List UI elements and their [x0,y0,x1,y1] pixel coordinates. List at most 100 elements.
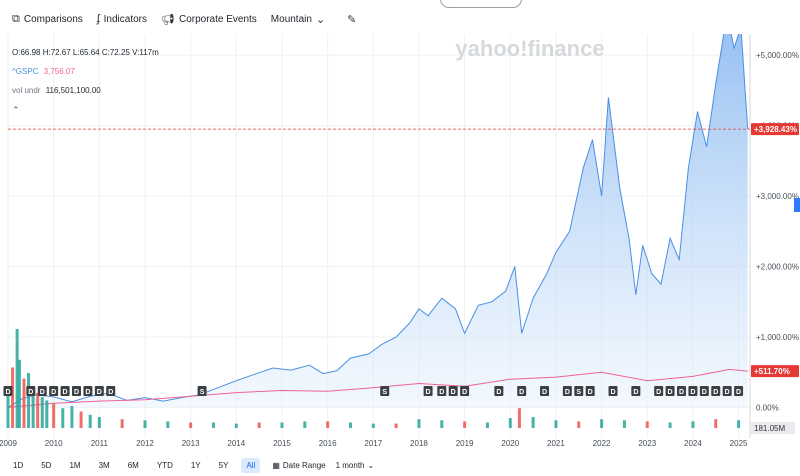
dividend-marker-label: D [74,389,79,396]
volume-bar [485,422,489,428]
dividend-marker[interactable] [562,386,572,396]
dividend-marker[interactable] [448,386,458,396]
dividend-marker[interactable] [631,386,641,396]
dividend-marker[interactable] [26,386,36,396]
volume-bar [394,423,398,428]
dividend-marker[interactable] [734,386,744,396]
volume-bar [211,422,215,428]
collapse-icon[interactable]: ⌃ [12,105,20,115]
x-tick-label: 2009 [0,439,17,448]
split-marker[interactable] [197,386,207,396]
range-button-6m[interactable]: 6M [127,460,139,470]
corporate-events-label: Corporate Events [178,13,257,25]
dividend-marker[interactable] [460,386,470,396]
dividend-marker[interactable] [654,386,664,396]
volume-bar [326,421,330,428]
dividend-marker[interactable] [494,386,504,396]
chart-type-dropdown[interactable]: Mountain ⌄ [271,13,325,26]
comparisons-button[interactable]: ⧉ Comparisons [12,13,83,26]
x-tick-label: 2021 [547,439,565,448]
x-tick-label: 2010 [45,439,63,448]
dividend-marker-label: D [5,389,10,396]
volume-value: 116,501,100.00 [45,86,101,95]
volume-bar [22,378,26,428]
x-tick-label: 2014 [227,439,245,448]
range-button-3m[interactable]: 3M [98,460,110,470]
dividend-marker[interactable] [71,386,81,396]
volume-bar [668,422,672,428]
volume-bar [622,420,626,428]
draw-button[interactable]: ✎ [347,13,356,26]
dividend-marker[interactable] [517,386,527,396]
chevron-down-icon: ⌄ [367,460,375,470]
dividend-marker[interactable] [83,386,93,396]
dividend-marker[interactable] [722,386,732,396]
side-panel-tab[interactable] [794,198,800,212]
dividend-marker[interactable] [540,386,550,396]
dividend-marker-label: D [542,389,547,396]
x-tick-label: 2016 [319,439,337,448]
chart-area[interactable]: 2009 2010 2011 2012 2013 2014 2015 2016 2017 2018… [0,12,800,454]
range-buttons: 1D 5D 1M 3M 6M YTD 1Y 5Y All [0,457,261,473]
dividend-marker[interactable] [688,386,698,396]
top-pill[interactable] [440,0,522,8]
volume-bar [645,421,649,428]
dividend-marker[interactable] [437,386,447,396]
top-edge [0,0,800,8]
volume-badge: 181.05M [754,424,785,433]
split-marker[interactable] [380,386,390,396]
dividend-marker-label: D [496,389,501,396]
dividend-marker[interactable] [665,386,675,396]
dividend-marker[interactable] [3,386,13,396]
dividend-marker-label: D [668,389,673,396]
price-chart[interactable]: 2009 2010 2011 2012 2013 2014 2015 2016 2017 2018… [0,12,800,454]
range-button-1y[interactable]: 1Y [190,460,201,470]
dividend-marker[interactable] [423,386,433,396]
dividend-marker[interactable] [60,386,70,396]
main-series-line [7,12,749,408]
corporate-events-button[interactable]: 📢︎ Corporate Events [161,13,257,26]
dividend-marker[interactable] [106,386,116,396]
volume-bar [554,420,558,428]
dividend-marker[interactable] [37,386,47,396]
dividend-marker[interactable] [608,386,618,396]
range-button-ytd[interactable]: YTD [156,460,173,470]
volume-badge-bg [751,422,795,434]
range-button-all[interactable]: All [241,457,261,473]
dividend-marker[interactable] [677,386,687,396]
dividend-marker[interactable] [711,386,721,396]
indicators-button[interactable]: ʄ Indicators [97,13,147,25]
y-tick-label: +5,000.00% [756,51,799,60]
volume-bar [61,408,65,428]
volume-bar [52,403,56,428]
x-tick-label: 2013 [182,439,200,448]
compare-symbol: ^GSPC [12,67,39,76]
volume-bar [234,423,238,428]
range-button-1d[interactable]: 1D [13,460,24,470]
dividend-marker-label: D [97,389,102,396]
dividend-marker-label: D [519,389,524,396]
date-range-button[interactable]: ▦ Date Range [272,461,325,470]
range-button-5y[interactable]: 5Y [218,460,229,470]
dividend-marker[interactable] [585,386,595,396]
volume-bar [463,421,467,428]
dividend-marker[interactable] [94,386,104,396]
dividend-marker-label: D [51,389,56,396]
dividend-marker[interactable] [699,386,709,396]
interval-dropdown[interactable]: 1 month ⌄ [336,461,375,470]
dividend-marker[interactable] [49,386,59,396]
x-tick-label: 2012 [136,439,154,448]
dividend-marker-label: D [426,389,431,396]
interval-label: 1 month [335,460,365,470]
pencil-icon: ✎ [347,13,357,26]
main-price-badge: +3,928.43% [754,125,797,134]
volume-bar [11,367,15,428]
split-marker[interactable] [574,386,584,396]
range-button-5d[interactable]: 5D [41,460,52,470]
dividend-marker-label: D [588,389,593,396]
range-button-1m[interactable]: 1M [69,460,81,470]
compare-price-badge: +511.70% [754,367,790,376]
indicators-label: Indicators [103,13,147,25]
comparisons-label: Comparisons [23,13,83,25]
volume-bar [737,420,741,428]
